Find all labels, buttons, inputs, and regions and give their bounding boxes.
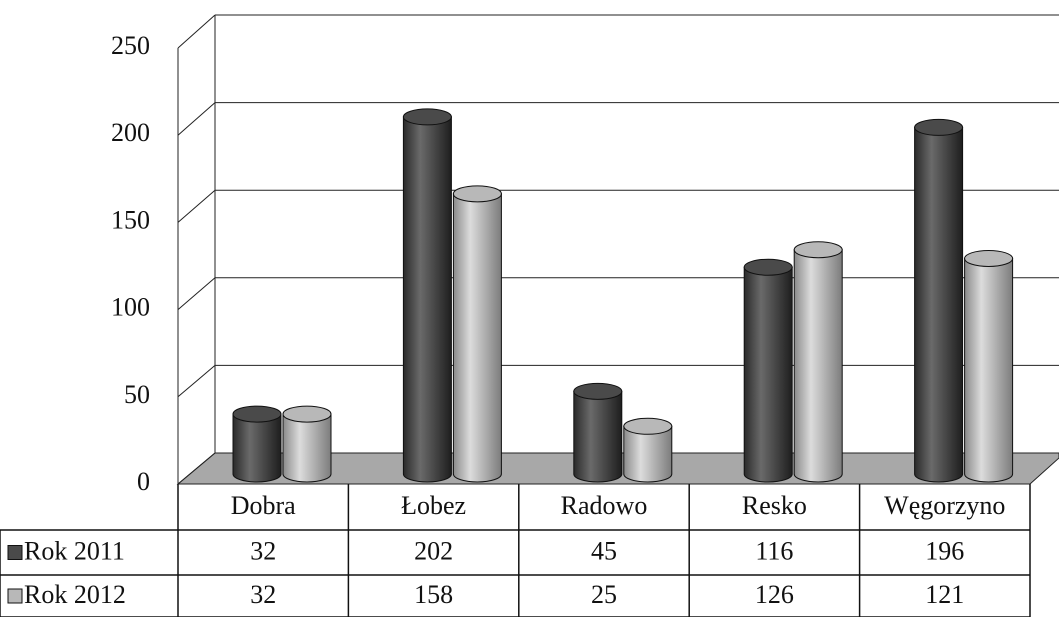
cylinder xyxy=(232,405,282,483)
table-value: 158 xyxy=(414,580,453,609)
table-value: 202 xyxy=(414,536,453,565)
table-value: 196 xyxy=(925,536,964,565)
y-tick-label: 150 xyxy=(111,205,150,234)
legend-swatch xyxy=(7,588,23,604)
table-value: 32 xyxy=(250,536,276,565)
table-value: 25 xyxy=(591,580,617,609)
table-value: 116 xyxy=(755,536,793,565)
grid-line xyxy=(177,365,216,398)
y-tick-label: 0 xyxy=(137,467,150,496)
y-tick-label: 200 xyxy=(111,118,150,147)
cylinder xyxy=(964,249,1014,483)
cylinder-part xyxy=(964,249,1014,267)
cylinder xyxy=(452,185,502,483)
x-tick-label: Radowo xyxy=(561,491,648,520)
table-value: 45 xyxy=(591,536,617,565)
cylinder-part xyxy=(623,417,673,435)
cylinder-part xyxy=(914,118,964,136)
cylinder xyxy=(743,258,793,483)
cylinder xyxy=(402,108,452,483)
x-tick-label: Węgorzyno xyxy=(884,491,1005,520)
cylinder-part xyxy=(793,241,843,259)
legend-label: Rok 2012 xyxy=(24,580,126,609)
grid-line xyxy=(177,189,216,223)
cylinder-part xyxy=(573,390,623,483)
y-tick-label: 50 xyxy=(124,380,150,409)
cylinder-part xyxy=(282,405,332,423)
cylinder-part xyxy=(402,108,452,126)
legend-swatch xyxy=(7,545,23,560)
cylinder xyxy=(793,241,843,483)
table-value: 126 xyxy=(755,580,794,609)
cylinder-part xyxy=(282,413,332,483)
grid-line xyxy=(177,452,216,485)
cylinder xyxy=(623,417,673,483)
cylinder-part xyxy=(452,185,502,203)
cylinder-part xyxy=(743,258,793,276)
y-tick-label: 100 xyxy=(111,293,150,322)
cylinder xyxy=(282,405,332,483)
cylinder-part xyxy=(452,193,502,483)
cylinder-part xyxy=(232,405,282,423)
cylinder xyxy=(914,118,964,483)
cylinder-part xyxy=(573,382,623,400)
grid-line xyxy=(177,14,216,49)
x-tick-label: Łobez xyxy=(401,491,466,520)
cylinder-part xyxy=(914,126,964,483)
cylinder-part xyxy=(793,249,843,483)
x-tick-label: Dobra xyxy=(231,491,296,520)
cylinder-part xyxy=(623,425,673,483)
legend-label: Rok 2011 xyxy=(24,536,125,565)
cylinder-part xyxy=(232,413,282,483)
y-tick-label: 250 xyxy=(111,31,150,60)
cylinder-part xyxy=(402,116,452,483)
grid-line xyxy=(177,102,216,136)
cylinder-part xyxy=(964,257,1014,483)
x-tick-label: Resko xyxy=(742,491,807,520)
cylinder-part xyxy=(743,266,793,483)
grid-line xyxy=(177,277,216,310)
table-value: 32 xyxy=(250,580,276,609)
table-value: 121 xyxy=(925,580,964,609)
cylinder xyxy=(573,382,623,483)
